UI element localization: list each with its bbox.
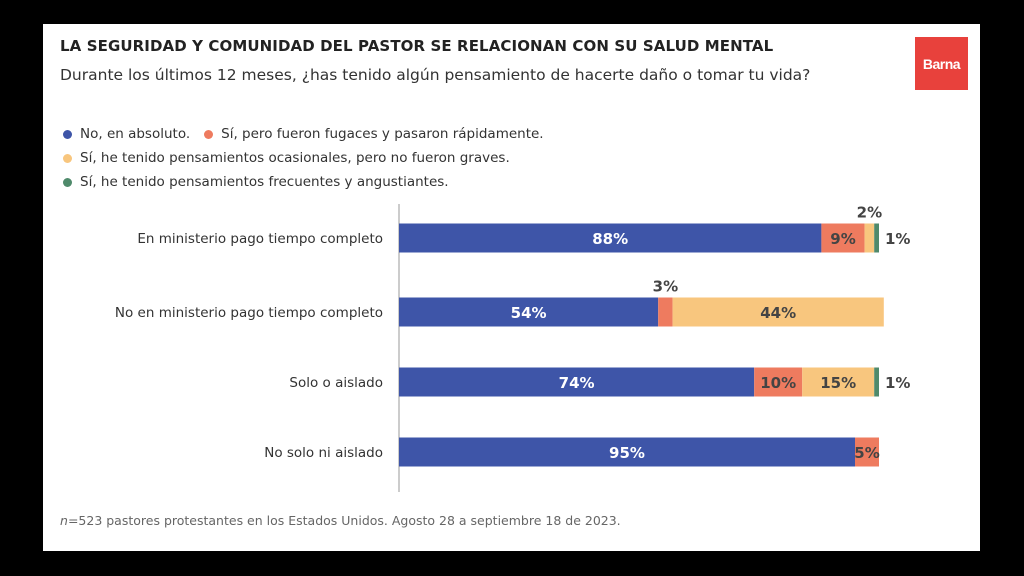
chart-card: LA SEGURIDAD Y COMUNIDAD DEL PASTOR SE R… xyxy=(43,24,980,551)
data-label: 5% xyxy=(854,444,879,462)
bar-segment xyxy=(802,367,875,397)
legend-dot-icon xyxy=(204,129,214,139)
bar-segment xyxy=(399,367,755,397)
bar-segment xyxy=(855,437,879,467)
legend-label: No, en absoluto. xyxy=(80,126,191,142)
bar-segment xyxy=(399,223,822,253)
legend-dot-icon xyxy=(63,153,72,163)
bar-segment xyxy=(399,297,659,327)
data-label: 1% xyxy=(885,374,910,392)
legend-label: Sí, he tenido pensamientos frecuentes y … xyxy=(80,174,449,190)
footnote: n=523 pastores protestantes en los Estad… xyxy=(60,513,621,528)
bar-segment xyxy=(874,223,879,253)
legend-label: Sí, he tenido pensamientos ocasionales, … xyxy=(80,150,510,166)
legend-label: Sí, pero fueron fugaces y pasaron rápida… xyxy=(221,126,544,142)
chart-legend: No, en absoluto. Sí, pero fueron fugaces… xyxy=(63,122,558,194)
bar-segment xyxy=(399,437,855,467)
data-label: 44% xyxy=(760,304,796,322)
data-label: 54% xyxy=(511,304,547,322)
footnote-n: n xyxy=(60,513,68,528)
bar-segment xyxy=(754,367,803,397)
category-label: Solo o aislado xyxy=(289,375,383,391)
data-label: 15% xyxy=(820,374,856,392)
barna-logo: Barna xyxy=(915,37,968,90)
bar-segment xyxy=(864,223,875,253)
data-label: 2% xyxy=(857,204,882,222)
bar-segment xyxy=(658,297,673,327)
legend-dot-icon xyxy=(63,129,72,139)
bar-segment xyxy=(672,297,884,327)
data-label: 95% xyxy=(609,444,645,462)
data-label: 9% xyxy=(830,230,855,248)
chart-subtitle: Durante los últimos 12 meses, ¿has tenid… xyxy=(60,66,811,84)
bar-segment xyxy=(821,223,865,253)
data-label: 3% xyxy=(653,278,678,296)
bar-segment xyxy=(874,367,879,397)
chart-title: LA SEGURIDAD Y COMUNIDAD DEL PASTOR SE R… xyxy=(60,37,774,55)
stacked-bar-chart: En ministerio pago tiempo completo 88% 9%2… xyxy=(115,204,910,492)
category-label: No en ministerio pago tiempo completo xyxy=(115,305,383,321)
data-label: 10% xyxy=(760,374,796,392)
footnote-text: =523 pastores protestantes en los Estado… xyxy=(67,513,621,528)
legend-item-frequent: Sí, he tenido pensamientos frecuentes y … xyxy=(63,174,449,190)
legend-item-occasional: Sí, he tenido pensamientos ocasionales, … xyxy=(63,150,510,166)
data-label: 88% xyxy=(592,230,628,248)
data-label: 74% xyxy=(559,374,595,392)
data-label: 1% xyxy=(885,230,910,248)
category-label: No solo ni aislado xyxy=(264,445,383,461)
legend-item-no: No, en absoluto. xyxy=(63,126,190,142)
category-label: En ministerio pago tiempo completo xyxy=(137,231,383,247)
legend-item-fleeting: Sí, pero fueron fugaces y pasaron rápida… xyxy=(204,126,544,142)
legend-dot-icon xyxy=(63,177,72,187)
